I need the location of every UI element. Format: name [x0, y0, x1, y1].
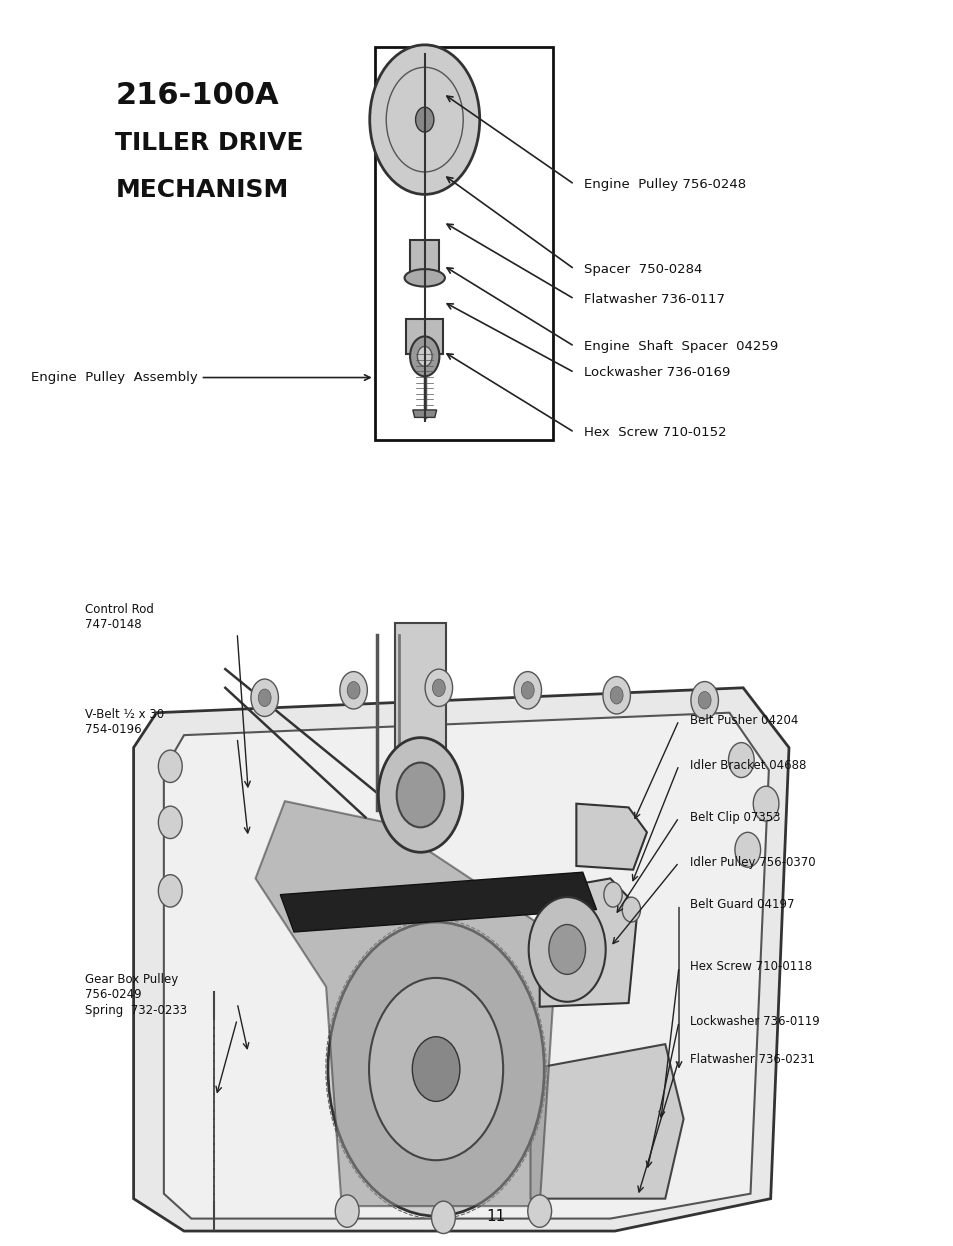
Circle shape — [548, 925, 585, 974]
Circle shape — [251, 679, 278, 716]
Circle shape — [396, 763, 444, 827]
Circle shape — [425, 669, 452, 706]
Polygon shape — [413, 410, 436, 417]
Circle shape — [158, 875, 182, 907]
Circle shape — [603, 882, 621, 907]
Circle shape — [417, 346, 432, 366]
Text: Engine  Pulley  Assembly: Engine Pulley Assembly — [31, 371, 197, 384]
Circle shape — [412, 1037, 459, 1101]
Text: Spring  732-0233: Spring 732-0233 — [85, 1004, 187, 1017]
Text: Gear Box Pulley
756-0249: Gear Box Pulley 756-0249 — [85, 973, 178, 1001]
Text: Hex  Screw 710-0152: Hex Screw 710-0152 — [583, 426, 725, 439]
Circle shape — [335, 1195, 358, 1227]
Polygon shape — [164, 713, 768, 1219]
Ellipse shape — [404, 269, 444, 287]
Circle shape — [347, 682, 359, 699]
Polygon shape — [576, 804, 646, 870]
Text: Flatwasher 736-0117: Flatwasher 736-0117 — [583, 293, 724, 305]
Text: TILLER DRIVE: TILLER DRIVE — [115, 131, 303, 155]
Circle shape — [528, 897, 605, 1002]
Bar — [395, 623, 446, 773]
Circle shape — [378, 738, 462, 852]
Circle shape — [416, 107, 434, 132]
Text: Engine  Pulley 756-0248: Engine Pulley 756-0248 — [583, 178, 745, 191]
Circle shape — [369, 978, 502, 1160]
Text: Idler Pulley 756-0370: Idler Pulley 756-0370 — [689, 856, 815, 868]
Polygon shape — [539, 878, 638, 1007]
Circle shape — [734, 832, 760, 867]
Circle shape — [431, 1201, 455, 1234]
Text: 216-100A: 216-100A — [115, 81, 278, 110]
Circle shape — [520, 682, 534, 699]
Polygon shape — [255, 801, 564, 1206]
Circle shape — [158, 806, 182, 839]
Circle shape — [410, 336, 439, 376]
Text: Belt Clip 07353: Belt Clip 07353 — [689, 811, 780, 824]
Text: MECHANISM: MECHANISM — [115, 178, 288, 202]
Text: V-Belt ½ x 30
754-0196: V-Belt ½ x 30 754-0196 — [85, 708, 164, 735]
Circle shape — [621, 897, 639, 922]
Circle shape — [158, 750, 182, 782]
Text: 11: 11 — [485, 1209, 505, 1224]
Circle shape — [258, 689, 271, 706]
Text: Control Rod
747-0148: Control Rod 747-0148 — [85, 603, 153, 630]
Circle shape — [728, 743, 754, 778]
Circle shape — [328, 922, 544, 1216]
Polygon shape — [133, 688, 788, 1231]
Circle shape — [753, 786, 778, 821]
Bar — [375, 47, 553, 440]
Circle shape — [610, 687, 622, 704]
Text: Belt Guard 04197: Belt Guard 04197 — [689, 898, 794, 911]
Bar — [410, 240, 439, 280]
Text: Idler Bracket 04688: Idler Bracket 04688 — [689, 759, 805, 771]
Text: Hex Screw 710-0118: Hex Screw 710-0118 — [689, 961, 811, 973]
Circle shape — [339, 672, 367, 709]
Text: Flatwasher 736-0231: Flatwasher 736-0231 — [689, 1053, 814, 1065]
Polygon shape — [280, 872, 596, 932]
Text: Engine  Shaft  Spacer  04259: Engine Shaft Spacer 04259 — [583, 340, 777, 353]
Circle shape — [432, 679, 445, 697]
Circle shape — [370, 45, 479, 194]
Circle shape — [514, 672, 541, 709]
Bar — [406, 319, 442, 354]
Text: Lockwasher 736-0169: Lockwasher 736-0169 — [583, 366, 729, 379]
Circle shape — [602, 677, 630, 714]
Circle shape — [698, 692, 710, 709]
Circle shape — [527, 1195, 551, 1227]
Text: Lockwasher 736-0119: Lockwasher 736-0119 — [689, 1015, 819, 1028]
Circle shape — [690, 682, 718, 719]
Text: Belt Pusher 04204: Belt Pusher 04204 — [689, 714, 798, 726]
Polygon shape — [530, 1044, 683, 1199]
Text: Spacer  750-0284: Spacer 750-0284 — [583, 263, 701, 275]
